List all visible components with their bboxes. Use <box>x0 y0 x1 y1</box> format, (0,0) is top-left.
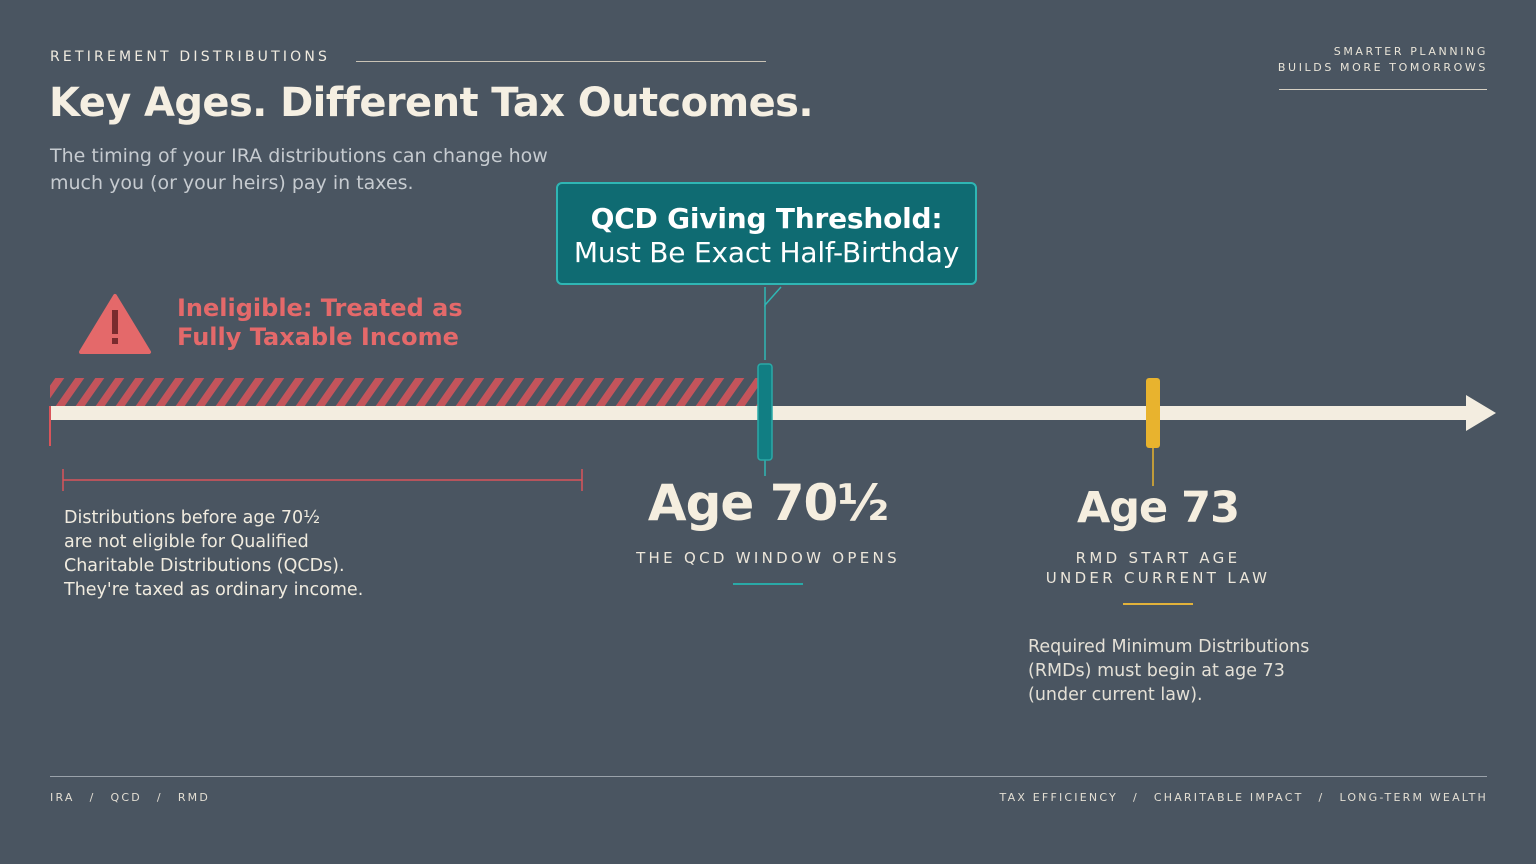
ineligible-zone <box>50 378 758 406</box>
qcd-caption: THE QCD WINDOW OPENS <box>636 549 900 567</box>
footer-tag: RMD <box>177 791 211 804</box>
callout-connector <box>764 286 782 476</box>
qcd-age-label: Age 70½ <box>647 474 889 532</box>
tagline-divider <box>1279 89 1487 90</box>
rmd-caption: RMD START AGE UNDER CURRENT LAW <box>1045 549 1271 587</box>
footer-separator: / <box>1318 791 1325 804</box>
qcd-threshold-callout: QCD Giving Threshold: Must Be Exact Half… <box>556 182 977 285</box>
footer-tags-left: IRA / QCD / RMD <box>50 791 210 804</box>
timeline-start-tick <box>49 406 51 446</box>
page-title: Key Ages. Different Tax Outcomes. <box>49 80 814 126</box>
footer-tag: TAX EFFICIENCY <box>999 791 1118 804</box>
footer-tag: CHARITABLE IMPACT <box>1153 791 1304 804</box>
rmd-underline <box>1123 603 1193 605</box>
footer-tag: LONG-TERM WEALTH <box>1339 791 1488 804</box>
callout-body: Must Be Exact Half-Birthday <box>573 236 960 269</box>
timeline-arrowhead <box>1466 395 1496 431</box>
footer-divider <box>50 776 1487 777</box>
eyebrow-label: RETIREMENT DISTRIBUTIONS <box>50 49 331 65</box>
eyebrow-divider <box>356 61 766 62</box>
qcd-marker <box>757 363 773 461</box>
page-subtitle: The timing of your IRA distributions can… <box>50 145 548 194</box>
ineligible-warning-text: Ineligible: Treated as Fully Taxable Inc… <box>177 294 463 351</box>
brand-tagline: SMARTER PLANNING BUILDS MORE TOMORROWS <box>1277 45 1488 74</box>
ineligible-note: Distributions before age 70½ are not eli… <box>64 508 364 600</box>
footer-separator: / <box>89 791 96 804</box>
callout-title: QCD Giving Threshold: <box>590 202 943 235</box>
ineligible-range-bracket <box>62 469 583 491</box>
footer-tags-right: TAX EFFICIENCY / CHARITABLE IMPACT / LONG-TE… <box>1000 791 1488 804</box>
rmd-note: Required Minimum Distributions (RMDs) mu… <box>1028 637 1310 705</box>
footer-separator: / <box>156 791 163 804</box>
footer-separator: / <box>1132 791 1139 804</box>
footer-tag: IRA <box>50 791 75 804</box>
rmd-age-label: Age 73 <box>1076 483 1240 533</box>
rmd-marker <box>1146 378 1160 448</box>
footer-tag: QCD <box>110 791 142 804</box>
qcd-underline <box>733 583 803 585</box>
warning-triangle-icon <box>79 294 151 354</box>
